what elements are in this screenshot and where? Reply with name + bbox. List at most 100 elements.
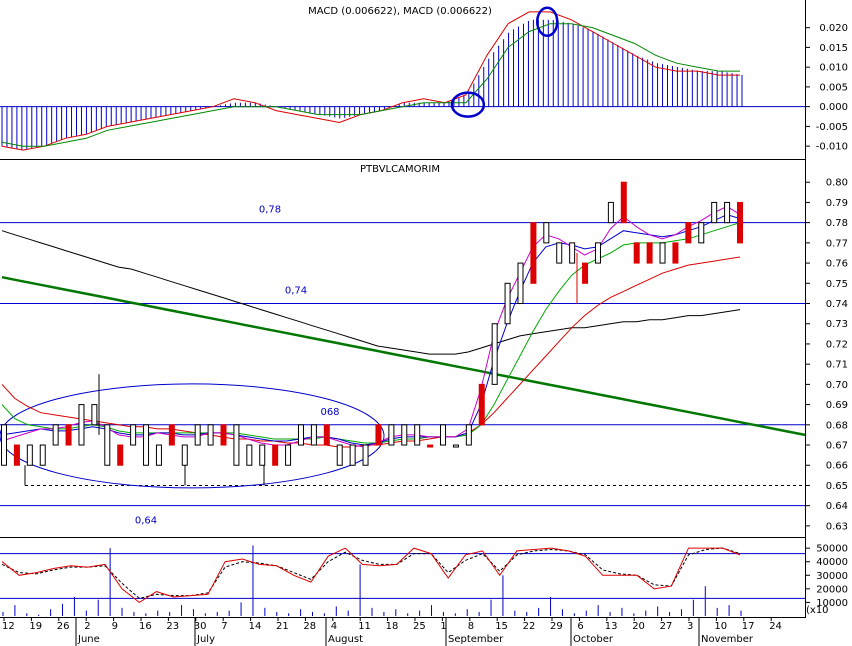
macd-peak-circle <box>535 6 559 37</box>
price-candle <box>65 424 72 446</box>
trend-line <box>1 275 806 437</box>
x-tick-label: 12 <box>2 621 15 632</box>
price-candle <box>26 444 33 466</box>
x-tick-label: 23 <box>166 621 179 632</box>
price-candle <box>478 383 485 426</box>
x-tick-label: 7 <box>221 621 227 632</box>
x-tick-label: 28 <box>303 621 316 632</box>
price-panel-title: PTBVLCAMORIM <box>360 164 440 175</box>
price-candle <box>259 444 266 466</box>
macd-y-tick-label: 0.010 <box>819 63 848 74</box>
price-y-tick-label: 0.72 <box>826 339 848 350</box>
x-axis: 12 19 26 2 9 16 23 30 7 14 21 28 4 11 18 25 1 8 15 22 29 6 13 2… <box>2 617 782 646</box>
price-y-tick-label: 0.80 <box>826 178 848 189</box>
oscillator-panel: 50000 40000 30000 20000 10000 <box>0 544 848 616</box>
x-tick-label: 29 <box>550 621 563 632</box>
x-tick-label: 17 <box>742 621 755 632</box>
price-candle <box>194 424 201 446</box>
price-y-tick-label: 0.65 <box>826 481 848 492</box>
macd-panel-title: MACD (0.006622), MACD (0.006622) <box>308 6 492 17</box>
x-tick-label: 24 <box>769 621 782 632</box>
macd-y-tick-label: 0.020 <box>819 23 848 34</box>
price-candle <box>285 444 292 466</box>
price-candle <box>737 201 743 244</box>
price-candle <box>698 222 705 244</box>
price-candle <box>440 424 447 446</box>
price-candle <box>504 282 511 325</box>
month-label: August <box>328 634 363 645</box>
price-candle <box>465 424 472 446</box>
x-tick-label: 6 <box>577 621 583 632</box>
ma-red-line <box>1 256 741 448</box>
price-y-tick-label: 0.78 <box>826 218 848 229</box>
price-candle <box>569 242 576 264</box>
osc-y-tick-label: 40000 <box>816 557 848 568</box>
price-y-tick-label: 0.74 <box>826 299 848 310</box>
price-candle <box>362 444 369 466</box>
price-candle <box>556 242 563 264</box>
x-tick-label: 16 <box>139 621 152 632</box>
price-candle <box>711 201 718 224</box>
osc-y-tick-label: 20000 <box>816 584 848 595</box>
ma-magenta-line <box>1 205 741 448</box>
price-candle <box>427 444 434 448</box>
price-candle <box>607 201 614 224</box>
price-candle <box>375 424 382 446</box>
price-candle <box>181 444 188 466</box>
x-tick-label: 10 <box>714 621 727 632</box>
osc-line <box>1 547 741 604</box>
price-candle <box>543 222 550 244</box>
price-candle <box>336 444 343 466</box>
osc-y-tick-label: 10000 <box>816 598 848 609</box>
price-y-tick-label: 0.68 <box>826 420 848 431</box>
price-candle <box>659 242 666 264</box>
level-label: 068 <box>320 407 339 418</box>
price-candle <box>633 242 640 264</box>
price-candle <box>323 424 330 446</box>
price-candle <box>104 424 111 466</box>
x-tick-label: 3 <box>687 621 693 632</box>
x-tick-label: 30 <box>194 621 207 632</box>
macd-panel: 0.020 0.015 0.010 0.005 0.000 -0.005 -0.010 <box>0 6 848 153</box>
macd-y-tick-label: -0.005 <box>816 122 848 133</box>
x-tick-label: 15 <box>495 621 508 632</box>
x-tick-label: 9 <box>112 621 118 632</box>
price-y-tick-label: 0.79 <box>826 198 848 209</box>
price-candle <box>685 222 692 244</box>
price-y-tick-label: 0.69 <box>826 400 848 411</box>
price-candle <box>155 444 162 466</box>
price-candle <box>130 424 137 446</box>
price-candle <box>414 424 421 446</box>
price-candle <box>39 444 46 466</box>
axis-corner-label: (x10 <box>806 605 829 616</box>
price-y-tick-label: 0.76 <box>826 259 848 270</box>
x-tick-label: 4 <box>331 621 337 632</box>
price-y-tick-label: 0.66 <box>826 461 848 472</box>
price-candle <box>78 404 85 446</box>
price-candle <box>724 201 731 224</box>
price-candle <box>388 424 395 446</box>
x-tick-label: 27 <box>660 621 673 632</box>
x-tick-label: 21 <box>276 621 289 632</box>
month-label: June <box>77 634 100 645</box>
macd-y-tick-label: 0.000 <box>819 102 848 113</box>
x-tick-label: 22 <box>523 621 536 632</box>
price-candle <box>168 424 175 446</box>
price-y-tick-label: 0.63 <box>826 521 848 532</box>
x-tick-label: 14 <box>249 621 262 632</box>
price-candle <box>272 444 279 466</box>
price-candle <box>530 222 537 284</box>
month-label: October <box>573 634 614 645</box>
month-label: November <box>701 634 754 645</box>
price-candle <box>1 424 7 466</box>
osc-y-tick-label: 30000 <box>816 571 848 582</box>
price-y-tick-label: 0.71 <box>826 360 848 371</box>
price-candle <box>646 242 653 264</box>
price-candle <box>207 424 214 446</box>
x-tick-label: 13 <box>605 621 618 632</box>
x-tick-label: 26 <box>57 621 70 632</box>
price-candle <box>143 424 150 466</box>
price-candle <box>297 424 304 446</box>
x-tick-label: 18 <box>386 621 399 632</box>
